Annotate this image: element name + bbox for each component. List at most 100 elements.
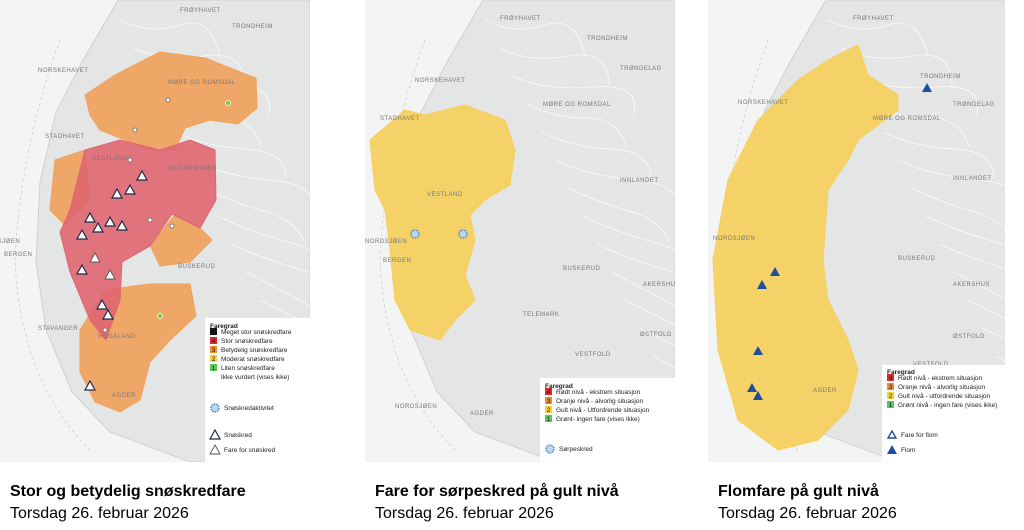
activity-dot bbox=[169, 223, 175, 229]
map-label: TRONDHEIM bbox=[920, 74, 961, 80]
map-label: VESTLAND bbox=[92, 156, 128, 162]
map-label: STADHAVET bbox=[45, 134, 85, 140]
level-swatch bbox=[210, 346, 217, 353]
flood-icon bbox=[753, 346, 763, 355]
map-label: BUSKERUD bbox=[178, 264, 216, 270]
activity-dot bbox=[132, 127, 138, 133]
flood-icon bbox=[922, 83, 932, 92]
border-line bbox=[638, 327, 675, 346]
map-label: INNLANDET bbox=[620, 178, 659, 184]
border-line bbox=[967, 299, 1005, 319]
level-number: 2 bbox=[212, 356, 216, 363]
map-label: NORDSJØEN bbox=[365, 239, 407, 245]
activity-dot bbox=[147, 217, 153, 223]
level-swatch bbox=[210, 337, 217, 344]
border-line bbox=[568, 187, 670, 242]
map-label: ROGALAND bbox=[98, 334, 136, 340]
map: FRØYHAVET NORSKEHAVET STADHAVET TRONDHEIM TR… bbox=[365, 0, 680, 462]
map-label: BUSKERUD bbox=[563, 266, 601, 272]
flood-icon bbox=[770, 267, 780, 276]
level-label: Grønt- ingen fare (vises ikke) bbox=[556, 416, 640, 423]
level-number: 2 bbox=[547, 407, 551, 414]
border-line bbox=[925, 215, 1005, 246]
flood-danger-icon bbox=[886, 429, 898, 439]
avalanche-icon bbox=[123, 183, 137, 195]
level-label: Rødt nivå - ekstrem situasjon bbox=[556, 388, 641, 396]
border-line bbox=[203, 187, 305, 242]
slush-icon bbox=[210, 403, 220, 413]
level-swatch bbox=[545, 415, 552, 422]
avalanche-icon bbox=[208, 428, 222, 440]
map-label: TRØNDELAG bbox=[953, 102, 995, 108]
level-number: 3 bbox=[547, 398, 551, 405]
level-label: Rødt nivå - ekstrem situasjon bbox=[898, 374, 983, 382]
map-label: NORSKEHAVET bbox=[738, 100, 788, 106]
level-number: 4 bbox=[889, 375, 893, 382]
level-label: Betydelig snøskredfare bbox=[221, 347, 288, 354]
map-label: FRØYHAVET bbox=[500, 16, 541, 22]
map-label: TRONDHEIM bbox=[232, 24, 273, 30]
avalanche-icon bbox=[91, 221, 105, 233]
legend-box bbox=[540, 378, 675, 462]
danger-region bbox=[84, 51, 258, 151]
border-line bbox=[827, 19, 929, 56]
caption-title: Stor og betydelig snøskredfare bbox=[10, 483, 246, 500]
caption-title: Fare for sørpeskred på gult nivå bbox=[375, 482, 619, 500]
map-label: AKERSHUS bbox=[953, 282, 990, 288]
border-line bbox=[512, 75, 635, 118]
caption-date: Torsdag 26. februar 2026 bbox=[10, 505, 189, 522]
border-line bbox=[582, 215, 675, 251]
map-label: TRØNDELAG bbox=[620, 66, 662, 72]
level-label: Gult nivå - utfordrende situasjon bbox=[898, 392, 991, 400]
map-label: AKERSHUS bbox=[643, 282, 680, 288]
map-label: NORDSJØEN bbox=[395, 404, 437, 410]
avalanche-icon bbox=[103, 215, 117, 227]
level-number: 2 bbox=[889, 393, 893, 400]
danger-region bbox=[59, 139, 217, 342]
level-label: Moderat snøskredfare bbox=[221, 356, 285, 363]
level-label: Grønt nivå - ingen fare (vises ikke) bbox=[898, 401, 997, 409]
avalanche-icon bbox=[135, 169, 149, 181]
map-label: MØRE OG ROMSDAL bbox=[543, 102, 611, 108]
map-label: NORDSJØEN bbox=[713, 236, 755, 242]
level-swatch bbox=[210, 328, 217, 335]
symbol-label: Fare for flom bbox=[901, 432, 938, 439]
map-label: BERGEN bbox=[4, 252, 32, 258]
border-line bbox=[217, 215, 310, 251]
activity-dot bbox=[165, 97, 171, 103]
avalanche-icon bbox=[75, 228, 89, 240]
legend-title: Faregrad bbox=[210, 323, 238, 330]
map-label: VESTFOLD bbox=[575, 352, 611, 358]
level-number: 1 bbox=[889, 402, 893, 409]
level-label: Gult nivå - Utfordrende situasjon bbox=[556, 406, 650, 414]
level-number: 3 bbox=[889, 384, 893, 391]
activity-dot bbox=[157, 313, 163, 319]
legend-title: Faregrad bbox=[545, 383, 573, 390]
avalanche-icon bbox=[101, 308, 115, 320]
flood-icon bbox=[887, 445, 897, 454]
border-line bbox=[610, 271, 675, 307]
level-number: 1 bbox=[547, 416, 551, 423]
border-line bbox=[883, 131, 995, 180]
danger-region bbox=[369, 104, 516, 341]
slush-icon bbox=[458, 229, 468, 239]
level-swatch bbox=[545, 388, 552, 395]
map-label: NORSKEHAVET bbox=[38, 68, 88, 74]
level-number: 4 bbox=[212, 338, 216, 345]
level-number: 4 bbox=[547, 389, 551, 396]
border-line bbox=[526, 103, 628, 149]
border-line bbox=[953, 271, 1005, 300]
map-label: STADHAVET bbox=[380, 116, 420, 122]
map-label: NORSKEHAVET bbox=[415, 78, 465, 84]
level-label: Stor snøskredfare bbox=[221, 338, 273, 345]
map-panel: FRØYHAVET NORSKEHAVET STADHAVET MØRE OG ROM… bbox=[0, 0, 310, 522]
caption-title: Flomfare på gult nivå bbox=[718, 482, 879, 500]
caption-date: Torsdag 26. februar 2026 bbox=[375, 505, 554, 522]
level-label: Liten snøskredfare bbox=[221, 365, 275, 372]
avalanche-icon bbox=[83, 211, 97, 223]
symbol-label: Fare for snøskred bbox=[224, 447, 276, 454]
map-label: FRØYHAVET bbox=[180, 8, 221, 14]
activity-dot bbox=[102, 327, 108, 333]
border-line bbox=[498, 47, 610, 87]
